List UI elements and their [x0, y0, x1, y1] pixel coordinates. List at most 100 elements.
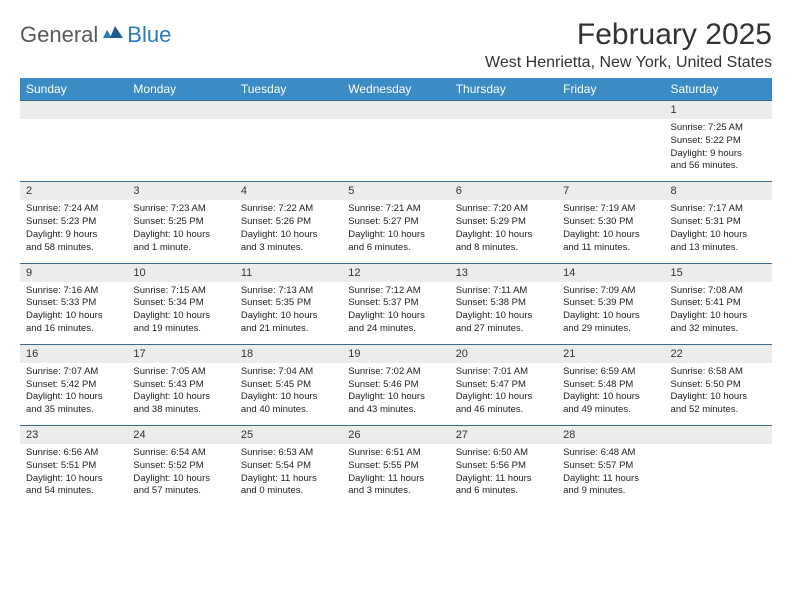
day-number-cell: [665, 426, 772, 445]
day-data-cell: Sunrise: 7:01 AMSunset: 5:47 PMDaylight:…: [450, 363, 557, 426]
day-number-cell: [342, 101, 449, 120]
day-data-line: Daylight: 11 hours: [348, 473, 443, 486]
day-data-line: Sunset: 5:41 PM: [671, 297, 766, 310]
day-data-cell: Sunrise: 7:11 AMSunset: 5:38 PMDaylight:…: [450, 282, 557, 345]
day-number: 27: [456, 429, 468, 441]
day-data-line: and 27 minutes.: [456, 323, 551, 336]
day-data-line: and 29 minutes.: [563, 323, 658, 336]
day-data-line: Sunrise: 7:25 AM: [671, 122, 766, 135]
day-header: Friday: [557, 78, 664, 101]
day-data-line: Daylight: 10 hours: [563, 391, 658, 404]
day-data-line: Sunrise: 7:09 AM: [563, 285, 658, 298]
day-number: 4: [241, 185, 247, 197]
day-number-cell: 25: [235, 426, 342, 445]
day-number-cell: 13: [450, 263, 557, 282]
day-data-line: and 19 minutes.: [133, 323, 228, 336]
day-data-line: Sunrise: 7:01 AM: [456, 366, 551, 379]
day-data-line: Daylight: 10 hours: [563, 310, 658, 323]
day-data-line: Sunset: 5:51 PM: [26, 460, 121, 473]
day-data-line: Sunrise: 7:15 AM: [133, 285, 228, 298]
day-number-cell: 20: [450, 344, 557, 363]
day-data-line: Sunset: 5:30 PM: [563, 216, 658, 229]
day-data-line: and 58 minutes.: [26, 242, 121, 255]
day-data-line: Daylight: 10 hours: [348, 310, 443, 323]
day-number: 24: [133, 429, 145, 441]
day-data-line: Daylight: 10 hours: [456, 229, 551, 242]
day-number: 19: [348, 348, 360, 360]
day-data-cell: Sunrise: 7:15 AMSunset: 5:34 PMDaylight:…: [127, 282, 234, 345]
day-data-line: Sunrise: 7:24 AM: [26, 203, 121, 216]
day-data-line: Daylight: 10 hours: [241, 310, 336, 323]
day-number: 20: [456, 348, 468, 360]
day-data-line: and 6 minutes.: [348, 242, 443, 255]
day-number-cell: 22: [665, 344, 772, 363]
day-number-cell: 12: [342, 263, 449, 282]
day-data-line: Daylight: 10 hours: [26, 391, 121, 404]
page-header: General Blue February 2025 West Henriett…: [20, 18, 772, 72]
day-data-cell: Sunrise: 7:08 AMSunset: 5:41 PMDaylight:…: [665, 282, 772, 345]
day-data-line: Sunset: 5:22 PM: [671, 135, 766, 148]
day-data-cell: [127, 119, 234, 182]
day-data-line: Sunrise: 7:12 AM: [348, 285, 443, 298]
day-data-line: Sunset: 5:42 PM: [26, 379, 121, 392]
daynum-row: 2345678: [20, 182, 772, 201]
day-data-line: Daylight: 10 hours: [348, 391, 443, 404]
daynum-row: 1: [20, 101, 772, 120]
day-data-line: and 54 minutes.: [26, 485, 121, 498]
day-data-line: Sunrise: 6:54 AM: [133, 447, 228, 460]
logo: General Blue: [20, 22, 171, 48]
daynum-row: 9101112131415: [20, 263, 772, 282]
day-data-line: and 11 minutes.: [563, 242, 658, 255]
day-data-line: Sunset: 5:27 PM: [348, 216, 443, 229]
day-data-line: Sunset: 5:43 PM: [133, 379, 228, 392]
day-data-line: Sunset: 5:48 PM: [563, 379, 658, 392]
day-number-cell: 18: [235, 344, 342, 363]
day-number: 13: [456, 267, 468, 279]
day-data-line: Daylight: 10 hours: [133, 229, 228, 242]
day-number-cell: 10: [127, 263, 234, 282]
day-data-line: Daylight: 10 hours: [26, 473, 121, 486]
day-data-row: Sunrise: 7:25 AMSunset: 5:22 PMDaylight:…: [20, 119, 772, 182]
day-data-line: Daylight: 11 hours: [241, 473, 336, 486]
day-data-cell: Sunrise: 7:24 AMSunset: 5:23 PMDaylight:…: [20, 200, 127, 263]
day-data-cell: Sunrise: 6:51 AMSunset: 5:55 PMDaylight:…: [342, 444, 449, 506]
day-data-line: Daylight: 11 hours: [563, 473, 658, 486]
daynum-row: 232425262728: [20, 426, 772, 445]
day-data-line: Sunrise: 7:07 AM: [26, 366, 121, 379]
day-data-cell: Sunrise: 7:04 AMSunset: 5:45 PMDaylight:…: [235, 363, 342, 426]
month-title: February 2025: [485, 18, 772, 52]
day-data-line: Sunrise: 7:08 AM: [671, 285, 766, 298]
day-data-line: Sunset: 5:47 PM: [456, 379, 551, 392]
day-data-line: and 38 minutes.: [133, 404, 228, 417]
day-number: 25: [241, 429, 253, 441]
day-data-line: Daylight: 10 hours: [563, 229, 658, 242]
calendar-table: SundayMondayTuesdayWednesdayThursdayFrid…: [20, 78, 772, 506]
day-data-line: Sunset: 5:25 PM: [133, 216, 228, 229]
day-number-cell: 6: [450, 182, 557, 201]
day-number-cell: 15: [665, 263, 772, 282]
day-number-cell: 3: [127, 182, 234, 201]
day-data-cell: Sunrise: 7:21 AMSunset: 5:27 PMDaylight:…: [342, 200, 449, 263]
day-data-line: Sunset: 5:34 PM: [133, 297, 228, 310]
location-text: West Henrietta, New York, United States: [485, 54, 772, 72]
day-number-cell: 27: [450, 426, 557, 445]
day-data-cell: Sunrise: 7:25 AMSunset: 5:22 PMDaylight:…: [665, 119, 772, 182]
day-data-cell: Sunrise: 6:59 AMSunset: 5:48 PMDaylight:…: [557, 363, 664, 426]
day-number: 2: [26, 185, 32, 197]
day-data-line: Sunset: 5:54 PM: [241, 460, 336, 473]
day-data-line: and 24 minutes.: [348, 323, 443, 336]
day-data-cell: [20, 119, 127, 182]
day-data-line: and 8 minutes.: [456, 242, 551, 255]
day-number: 8: [671, 185, 677, 197]
day-number-cell: 9: [20, 263, 127, 282]
day-data-cell: Sunrise: 7:19 AMSunset: 5:30 PMDaylight:…: [557, 200, 664, 263]
day-number: 1: [671, 104, 677, 116]
day-number-cell: [557, 101, 664, 120]
day-data-line: Sunset: 5:52 PM: [133, 460, 228, 473]
day-data-cell: [342, 119, 449, 182]
day-data-line: and 46 minutes.: [456, 404, 551, 417]
day-data-cell: Sunrise: 6:48 AMSunset: 5:57 PMDaylight:…: [557, 444, 664, 506]
day-data-cell: Sunrise: 7:09 AMSunset: 5:39 PMDaylight:…: [557, 282, 664, 345]
day-number-cell: 28: [557, 426, 664, 445]
day-number: 14: [563, 267, 575, 279]
